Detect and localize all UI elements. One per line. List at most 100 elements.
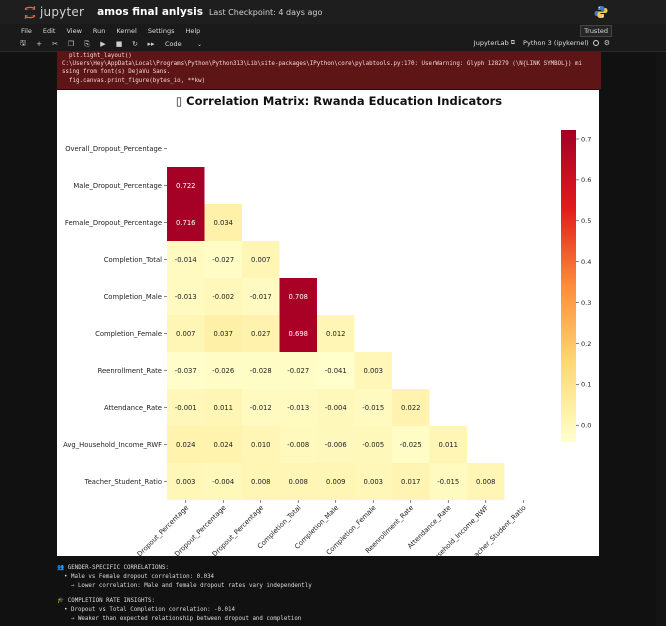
heatmap-cell [317,426,355,463]
people-icon: 👥 [57,565,68,571]
heatmap-cell-label: 0.022 [401,404,420,412]
heatmap-cell-label: 0.012 [326,330,345,338]
output-line: → Weaker than expected relationship betw… [57,616,302,622]
heatmap-cell-label: 0.010 [251,441,270,449]
heatmap-cell [167,278,205,315]
heatmap-cell [242,278,280,315]
heatmap-cell-label: -0.037 [175,367,197,375]
heatmap-cell [242,389,280,426]
page-scrollbar[interactable] [656,52,666,626]
heatmap-cell [279,352,317,389]
heatmap-cell [279,463,317,500]
heatmap-cell [317,315,355,352]
y-tick-label: Completion_Total [104,256,162,264]
heatmap-cell-label: -0.013 [175,293,197,301]
colorbar-tick-label: 0.5 [581,217,591,225]
cut-icon[interactable]: ✂ [52,40,58,48]
heatmap-cell [167,463,205,500]
external-link-icon[interactable]: ⧉ [510,39,516,46]
jupyter-logo-icon [24,5,36,19]
trusted-indicator[interactable]: Trusted [580,25,612,37]
heatmap-cell-label: -0.006 [325,441,347,449]
jupyterlab-link[interactable]: JupyterLab [473,39,509,47]
kernel-name[interactable]: Python 3 (ipykernel) [523,39,589,47]
heatmap-cell-label: 0.024 [214,441,233,449]
heatmap-cell [204,241,242,278]
heatmap-cell-label: -0.015 [437,478,459,486]
heatmap-cell-label: -0.025 [400,441,422,449]
heatmap-cell-label: 0.008 [251,478,270,486]
menu-file[interactable]: File [21,26,32,35]
y-tick-label: Completion_Male [104,293,162,301]
heatmap-cell-label: -0.001 [175,404,197,412]
heatmap-cell [167,167,205,204]
heatmap-cell-label: -0.028 [250,367,272,375]
run-icon[interactable]: ▶ [100,40,106,48]
stderr-line: ssing from font(s) DejaVu Sans. [62,69,171,76]
y-tick-label: Attendance_Rate [104,404,162,412]
heatmap-cell-label: 0.017 [401,478,420,486]
menu-view[interactable]: View [66,26,82,35]
heatmap-cell [279,426,317,463]
y-tick-label: Male_Dropout_Percentage [73,182,162,190]
heatmap-cell [204,204,242,241]
heatmap-cell-label: 0.034 [214,219,233,227]
heatmap-cell-label: 0.698 [289,330,308,338]
menu-run[interactable]: Run [92,26,106,35]
menu-bar: File Edit View Run Kernel Settings Help … [0,24,666,37]
python-logo-icon [594,4,608,23]
output-section-header: 🎓 COMPLETION RATE INSIGHTS: [57,597,601,606]
y-tick-label: Completion_Female [95,330,162,338]
heatmap-cell [354,463,392,500]
heatmap-cell-label: 0.008 [476,478,495,486]
colorbar-tick-label: 0.1 [581,381,591,389]
chevron-down-icon[interactable]: ⌄ [197,40,203,48]
heatmap-cell-label: -0.012 [250,404,272,412]
correlation-heatmap: ▯ Correlation Matrix: Rwanda Education I… [63,94,591,556]
stop-icon[interactable]: ■ [115,40,123,48]
colorbar-tick-label: 0.7 [581,135,591,143]
restart-icon[interactable]: ↻ [132,40,138,48]
output-section-header: 👥 GENDER-SPECIFIC CORRELATIONS: [57,564,601,573]
heatmap-cell-label: 0.007 [176,330,195,338]
heatmap-cell [279,389,317,426]
heatmap-cell-label: -0.014 [175,256,197,264]
menu-help[interactable]: Help [185,26,201,35]
cell-type-select[interactable]: Code [165,40,182,48]
fast-forward-icon[interactable]: ▸▸ [147,40,155,48]
cell-output-area: plt.tight_layout() C:\Users\Hey\AppData\… [57,52,601,626]
menu-kernel[interactable]: Kernel [116,26,137,35]
heatmap-cell-label: 0.722 [176,182,195,190]
menu-settings[interactable]: Settings [147,26,175,35]
menu-edit[interactable]: Edit [42,26,56,35]
notebook-name[interactable]: amos final anlysis [97,6,203,18]
add-cell-icon[interactable]: + [36,40,42,48]
colorbar-tick-label: 0.0 [581,422,591,430]
heatmap-cell-label: -0.004 [325,404,347,412]
notebook-header: jupyter amos final anlysis Last Checkpoi… [0,0,666,24]
heatmap-cell [354,389,392,426]
heatmap-cell-label: -0.005 [362,441,384,449]
heatmap-cell-label: -0.004 [212,478,234,486]
gear-icon[interactable]: ⚙ [603,39,610,47]
heatmap-cell-label: 0.037 [214,330,233,338]
heatmap-cell [317,463,355,500]
heatmap-cell [242,241,280,278]
heatmap-cell [242,463,280,500]
copy-icon[interactable]: ❐ [67,40,75,48]
heatmap-cell [167,426,205,463]
checkpoint-status: Last Checkpoint: 4 days ago [208,7,323,17]
jupyter-logo[interactable]: jupyter [24,5,84,19]
heatmap-cell [204,389,242,426]
heatmap-cell-label: 0.011 [214,404,233,412]
stderr-line: fig.canvas.print_figure(bytes_io, **kw) [62,77,206,84]
paste-icon[interactable]: ⎘ [84,39,90,48]
y-tick-label: Teacher_Student_Ratio [84,478,162,486]
heatmap-cell [242,315,280,352]
output-line: • Male vs Female dropout correlation: 0.… [57,574,215,580]
stderr-line: plt.tight_layout() [62,53,132,59]
heatmap-cell [204,315,242,352]
save-icon[interactable]: 🖫 [20,38,26,47]
kernel-status-icon [592,40,599,46]
heatmap-cell [167,315,205,352]
